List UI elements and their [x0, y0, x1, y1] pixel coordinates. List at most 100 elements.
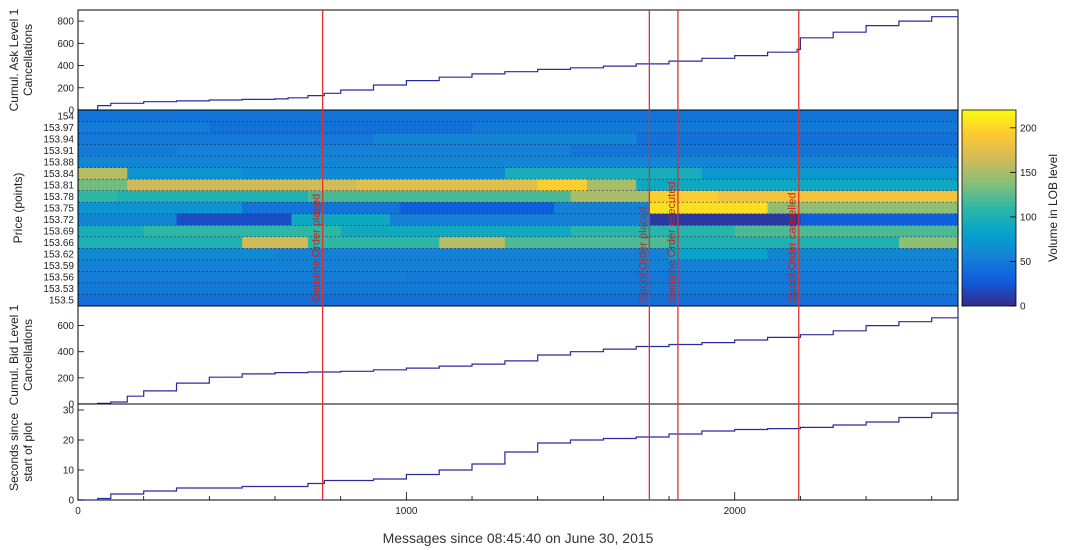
- bid-ylabel-line2: Cancellations: [21, 319, 35, 391]
- panel-bid-cancellations: 0 200 400 600 Cumul. Bid Level 1 Cancellati…: [7, 304, 959, 411]
- colorbar-tick-label: 100: [1020, 212, 1037, 223]
- event-lines: Genuine Order placed Spoof Order placed Ge…: [311, 10, 800, 500]
- heatmap-cell: [669, 248, 769, 261]
- seconds-ytick-label: 30: [63, 406, 75, 417]
- event-label: Spoof Order cancelled: [787, 193, 799, 302]
- heatmap-cell: [127, 179, 358, 192]
- heatmap-cell: [800, 213, 959, 226]
- panel-bid-frame: [77, 305, 959, 405]
- heatmap-cell: [570, 190, 650, 203]
- heatmap-cell: [399, 202, 555, 215]
- heatmap-cell: [340, 225, 572, 238]
- ask-ytick-label: 800: [57, 17, 74, 28]
- heatmap-cell: [78, 282, 959, 295]
- heatmap-cell: [307, 236, 440, 249]
- event-label: Spoof Order placed: [637, 207, 649, 302]
- heatmap-cell: [767, 248, 959, 261]
- panel-ask-cancellations: 0 200 400 600 800 Cumul. Ask Level 1 Cancell…: [7, 8, 959, 117]
- heatmap-cell: [78, 179, 128, 192]
- price-level-label: 153.75: [43, 204, 74, 215]
- heatmap-cell: [78, 190, 118, 203]
- heatmap-cell: [586, 179, 637, 192]
- heatmap-cell: [78, 156, 959, 169]
- heatmap-cell: [78, 144, 178, 157]
- heatmap-cell: [357, 179, 539, 192]
- heatmap-cell: [537, 179, 588, 192]
- x-tick-label: 2000: [724, 506, 747, 517]
- ask-ylabel-line2: Cancellations: [21, 24, 35, 96]
- ask-ylabel-line1: Cumul. Ask Level 1: [7, 8, 21, 111]
- seconds-ytick-label: 20: [63, 436, 75, 447]
- ask-ytick-label: 600: [57, 39, 74, 50]
- heatmap-cell: [504, 236, 670, 249]
- colorbar-ticks: 0 50 100 150 200: [1010, 123, 1037, 313]
- heatmap-cell: [242, 167, 506, 180]
- price-level-label: 153.69: [43, 227, 74, 238]
- heatmap-cell: [242, 202, 401, 215]
- heatmap-cell: [291, 213, 391, 226]
- seconds-line: [78, 410, 959, 501]
- heatmap-cell: [636, 179, 959, 192]
- price-level-label: 153.91: [43, 146, 74, 157]
- colorbar-tick-label: 200: [1020, 123, 1037, 134]
- panel-ask-frame: [77, 9, 959, 111]
- seconds-ylabel-line1: Seconds since: [7, 413, 21, 491]
- price-level-label: 153.94: [43, 134, 74, 145]
- heatmap-cell: [143, 225, 342, 238]
- heatmap-cell: [307, 190, 572, 203]
- price-level-labels: 154153.97153.94153.91153.88153.84153.811…: [43, 111, 74, 306]
- heatmap-cell: [570, 144, 959, 157]
- colorbar-tick-label: 150: [1020, 168, 1037, 179]
- ask-ytick-label: 400: [57, 61, 74, 72]
- price-level-label: 153.5: [49, 296, 74, 307]
- heatmap-cell: [389, 213, 650, 226]
- price-level-label: 153.53: [43, 284, 74, 295]
- heatmap-cell: [504, 167, 703, 180]
- heatmap-cell: [898, 236, 959, 249]
- heatmap-cell: [718, 190, 959, 203]
- bid-ylabel-line1: Cumul. Bid Level 1: [7, 304, 21, 405]
- price-level-label: 153.72: [43, 215, 74, 226]
- seconds-ylabel-line2: start of plot: [21, 422, 35, 482]
- heatmap-cell: [734, 225, 959, 238]
- bid-cancellations-line: [78, 312, 959, 405]
- colorbar-tick-label: 0: [1020, 302, 1026, 313]
- heatmap-cell: [649, 213, 801, 226]
- colorbar-gradient: [961, 109, 1017, 307]
- heatmap-cell: [176, 213, 292, 226]
- price-level-label: 153.88: [43, 157, 74, 168]
- heatmap-cell: [701, 167, 959, 180]
- heatmap-cell: [117, 190, 309, 203]
- heatmap-cell: [78, 259, 959, 272]
- heatmap-cell: [78, 133, 375, 146]
- heatmap-cell: [554, 202, 650, 215]
- bid-ytick-label: 400: [57, 347, 74, 358]
- heatmap-cell: [78, 121, 210, 134]
- price-level-label: 154: [57, 111, 74, 122]
- ask-cancellations-line: [78, 14, 959, 111]
- bid-ytick-label: 600: [57, 321, 74, 332]
- heatmap-cell: [439, 236, 506, 249]
- heatmap-cell: [78, 248, 276, 261]
- x-tick-label: 1000: [395, 506, 418, 517]
- heatmap-cell: [242, 236, 309, 249]
- heatmap-cell: [127, 167, 243, 180]
- x-tick-label: 0: [75, 506, 81, 517]
- price-level-label: 153.59: [43, 261, 74, 272]
- heatmap-cell: [649, 202, 769, 215]
- heatmap-cell: [406, 271, 959, 284]
- heatmap-cell: [78, 110, 959, 123]
- heatmap-cells: [78, 110, 959, 307]
- heatmap-cell: [472, 121, 959, 134]
- event-label: Genuine Order executed: [666, 182, 678, 302]
- colorbar-tick-label: 50: [1020, 257, 1032, 268]
- price-level-label: 153.81: [43, 180, 74, 191]
- price-level-label: 153.56: [43, 273, 74, 284]
- bid-ytick-label: 200: [57, 373, 74, 384]
- heatmap-cell: [636, 133, 959, 146]
- heatmap-cell: [78, 294, 959, 307]
- x-axis: 0 1000 2000: [75, 492, 933, 517]
- price-level-label: 153.84: [43, 169, 74, 180]
- heatmap-cell: [209, 121, 473, 134]
